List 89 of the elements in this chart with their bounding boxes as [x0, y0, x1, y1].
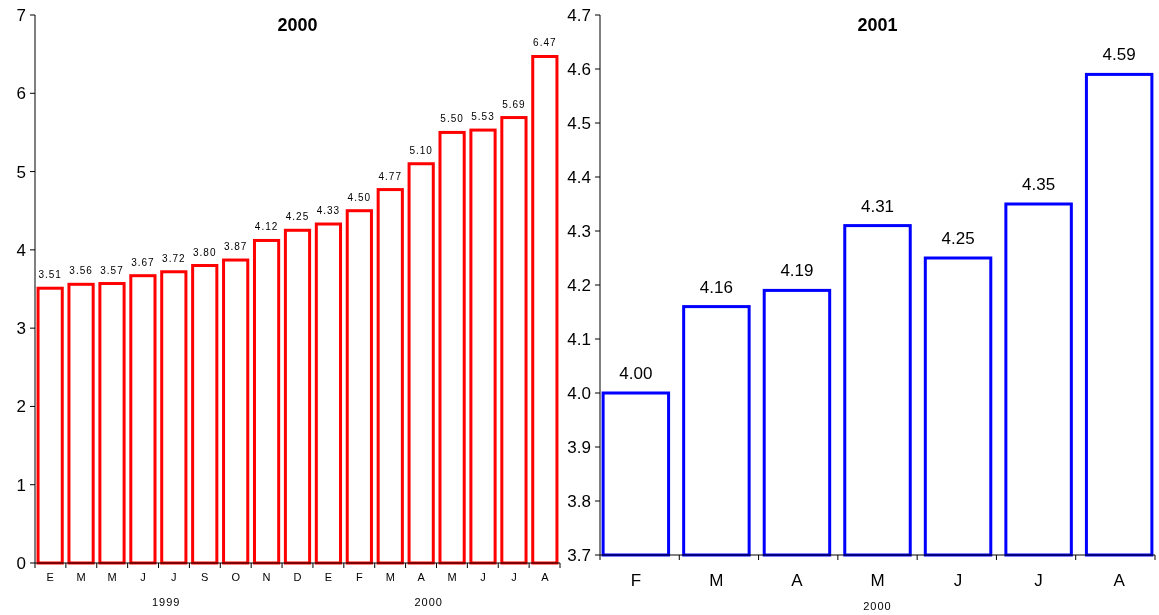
bar [469, 128, 497, 565]
data-label: 5.50 [440, 113, 464, 125]
y-tick-label: 3.8 [567, 492, 591, 511]
data-label: 3.57 [100, 264, 124, 276]
y-tick-label: 4 [16, 240, 26, 260]
y-tick-label: 3.7 [567, 546, 591, 565]
x-tick-label: F [355, 571, 363, 583]
y-tick-label: 3 [16, 319, 26, 339]
bar [500, 116, 528, 565]
data-label: 4.00 [619, 364, 653, 383]
bar [160, 270, 188, 565]
x-tick-label: A [1113, 571, 1126, 590]
bar [283, 228, 312, 565]
y-tick-label: 4.5 [567, 114, 591, 133]
data-label: 5.10 [409, 144, 433, 156]
y-tick-label: 6 [16, 84, 26, 104]
data-label: 3.56 [69, 265, 93, 277]
data-label: 3.87 [223, 241, 248, 253]
bar [531, 54, 559, 565]
x-tick-label: F [630, 571, 642, 590]
x-tick-label: M [709, 571, 724, 590]
text: 2000 [863, 600, 892, 612]
x-tick-label: E [324, 571, 333, 583]
x-tick-label: M [76, 571, 86, 583]
x-tick-label: M [107, 571, 117, 583]
x-tick-label: O [231, 571, 241, 583]
y-tick-label: 5 [16, 162, 26, 182]
text: 1999 [152, 596, 181, 608]
x-tick-label: J [953, 571, 963, 590]
data-label: 4.25 [285, 211, 310, 223]
data-label: 4.16 [699, 277, 733, 297]
x-tick-label: D [293, 571, 302, 583]
x-tick-label: J [480, 571, 486, 583]
bar [314, 222, 343, 565]
y-tick-label: 4.0 [567, 384, 591, 403]
data-label: 4.35 [1022, 175, 1056, 194]
y-tick-label: 4.6 [567, 60, 591, 79]
data-label: 4.12 [254, 221, 279, 233]
x-tick-label: M [447, 571, 457, 583]
x-tick-label: A [791, 571, 804, 590]
x-tick-label: S [201, 571, 209, 583]
x-tick-label: E [46, 571, 54, 583]
bar [129, 274, 157, 565]
data-label: 4.33 [316, 205, 341, 217]
bar [36, 286, 64, 565]
y-tick-label: 0 [16, 554, 26, 573]
y-tick-label: 4.2 [567, 276, 591, 295]
data-label: 4.59 [1102, 45, 1136, 65]
data-label: 4.31 [860, 196, 895, 216]
x-tick-label: A [541, 571, 550, 583]
y-tick-label: 1 [16, 475, 26, 495]
chart-title: 2000 [277, 15, 318, 35]
y-tick-label: 4.7 [567, 6, 591, 25]
bar [191, 264, 219, 565]
x-tick-label: J [140, 571, 146, 583]
data-label: 6.47 [533, 37, 557, 49]
y-tick-label: 4.1 [567, 330, 591, 349]
bar [438, 130, 466, 565]
text: 2000 [414, 596, 443, 608]
data-label: 4.77 [378, 170, 402, 182]
bar [376, 188, 404, 565]
data-label: 4.25 [941, 229, 975, 248]
x-tick-label: J [511, 571, 517, 583]
x-tick-label: A [417, 571, 426, 583]
chart-title: 2001 [857, 15, 898, 35]
data-label: 4.50 [347, 191, 372, 203]
data-label: 3.51 [38, 269, 62, 281]
y-tick-label: 2 [16, 397, 26, 417]
y-tick-label: 3.9 [567, 438, 591, 457]
bar [222, 258, 250, 565]
y-tick-label: 4.3 [567, 222, 591, 241]
bar [98, 282, 126, 565]
bar [345, 209, 373, 565]
data-label: 5.53 [471, 111, 495, 123]
y-tick-label: 4.4 [567, 168, 591, 187]
x-tick-label: M [385, 571, 395, 583]
data-label: 3.67 [131, 256, 155, 268]
data-label: 3.72 [162, 252, 186, 264]
x-tick-label: J [171, 571, 177, 583]
data-label: 3.80 [193, 246, 217, 258]
bar [252, 238, 281, 565]
bar [407, 162, 435, 565]
y-tick-label: 7 [16, 6, 26, 25]
x-tick-label: N [262, 571, 271, 583]
data-label: 4.19 [780, 261, 814, 281]
x-tick-label: M [870, 571, 885, 590]
bar [67, 282, 95, 565]
x-tick-label: J [1034, 571, 1043, 590]
data-label: 5.69 [502, 98, 526, 110]
